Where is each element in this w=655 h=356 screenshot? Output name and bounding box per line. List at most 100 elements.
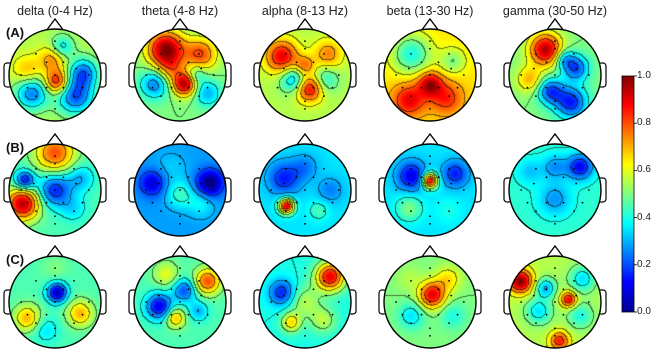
topomap [503,17,607,122]
head-outline [508,255,602,349]
electrode-dot [35,167,37,170]
electrode-dot [179,155,181,158]
electrode-dot [304,267,306,270]
electrode-dot [429,100,431,103]
electrode-dot [295,288,298,291]
electrode-dot [532,294,535,297]
electrode-dot [448,95,450,98]
electrode-dot [54,189,56,191]
electrode-dot [429,222,431,225]
electrode-dot [45,176,48,179]
electrode-dot [331,313,334,316]
electrode-dot [170,176,173,179]
electrode-dot [304,40,306,43]
electrode-dot [429,107,431,110]
electrode-dot [437,288,440,291]
head-outline [258,255,352,349]
electrode-dot [81,313,84,316]
electrode-dot [337,74,340,76]
electrode-dot [187,313,190,316]
band-title: gamma (30-50 Hz) [502,4,608,18]
electrode-dot [179,100,181,103]
electrode-dot [20,189,23,191]
electrode-dot [410,52,412,55]
electrode-dot [54,40,56,43]
electrode-dot [437,61,440,64]
electrode-dot [62,313,65,316]
electrode-dot [212,189,215,191]
electrode-dot [45,61,48,64]
electrode-dot [587,74,590,76]
electrode-dot [429,301,431,303]
head-outline [508,143,602,237]
head-outline [8,28,102,122]
electrode-dot [198,95,200,98]
electrode-dot [145,301,148,303]
electrode-dot [179,107,181,110]
electrode-dot [401,86,404,89]
electrode-dot [535,95,537,98]
electrode-dot [87,74,90,76]
band-title: delta (0-4 Hz) [17,4,93,18]
condition-label: (B) [6,140,25,155]
electrode-dot [312,176,315,179]
electrode-dot [429,327,431,330]
electrode-dot [145,74,148,76]
colorbar [621,75,635,313]
colorbar-tick-label: 0.0 [637,306,651,317]
electrode-dot [285,279,287,282]
electrode-dot [304,327,306,330]
colorbar-tick-label: 0.8 [637,117,651,129]
electrode-dot [160,322,162,325]
electrode-dot [429,274,431,277]
electrode-dot [212,74,215,76]
electrode-dot [520,301,523,303]
electrode-dot [179,334,181,337]
electrode-dot [429,162,431,165]
electrode-dot [573,210,575,213]
electrode-dot [304,100,306,103]
electrode-dot [170,313,173,316]
electrode-dot [462,189,465,191]
electrode-dot [179,222,181,225]
electrode-dot [285,52,287,55]
electrode-dot [562,288,565,291]
electrode-dot [450,67,453,70]
electrode-dot [200,182,203,185]
electrode-dot [448,210,450,213]
band-title: theta (4-8 Hz) [141,4,219,18]
electrode-dot [198,210,200,213]
electrode-dot [276,313,279,316]
electrode-dot [575,294,578,297]
electrode-dot [170,288,173,291]
electrode-dot [35,210,37,213]
electrode-dot [295,201,298,204]
electrode-dot [151,86,154,89]
electrode-dot [206,86,209,89]
electrode-dot [73,167,75,170]
electrode-dot [554,100,556,103]
electrode-dot [532,67,535,70]
electrode-dot [581,201,584,204]
electrode-dot [520,74,523,76]
electrode-dot [54,162,56,165]
electrode-dot [270,74,273,76]
electrode-dot [410,279,412,282]
electrode-dot [187,176,190,179]
electrode-dot [554,155,556,158]
topomap [253,17,357,122]
electrode-dot [32,182,35,185]
band-title: alpha (8-13 Hz) [261,4,349,18]
electrode-dot [75,182,78,185]
electrode-dot [160,167,162,170]
electrode-dot [276,201,279,204]
electrode-dot [410,210,412,213]
electrode-dot [562,201,565,204]
electrode-dot [200,294,203,297]
electrode-dot [157,67,160,70]
topomap [503,132,607,237]
electrode-dot [62,61,65,64]
electrode-dot [81,86,84,89]
electrode-dot [270,301,273,303]
electrode-dot [337,301,340,303]
